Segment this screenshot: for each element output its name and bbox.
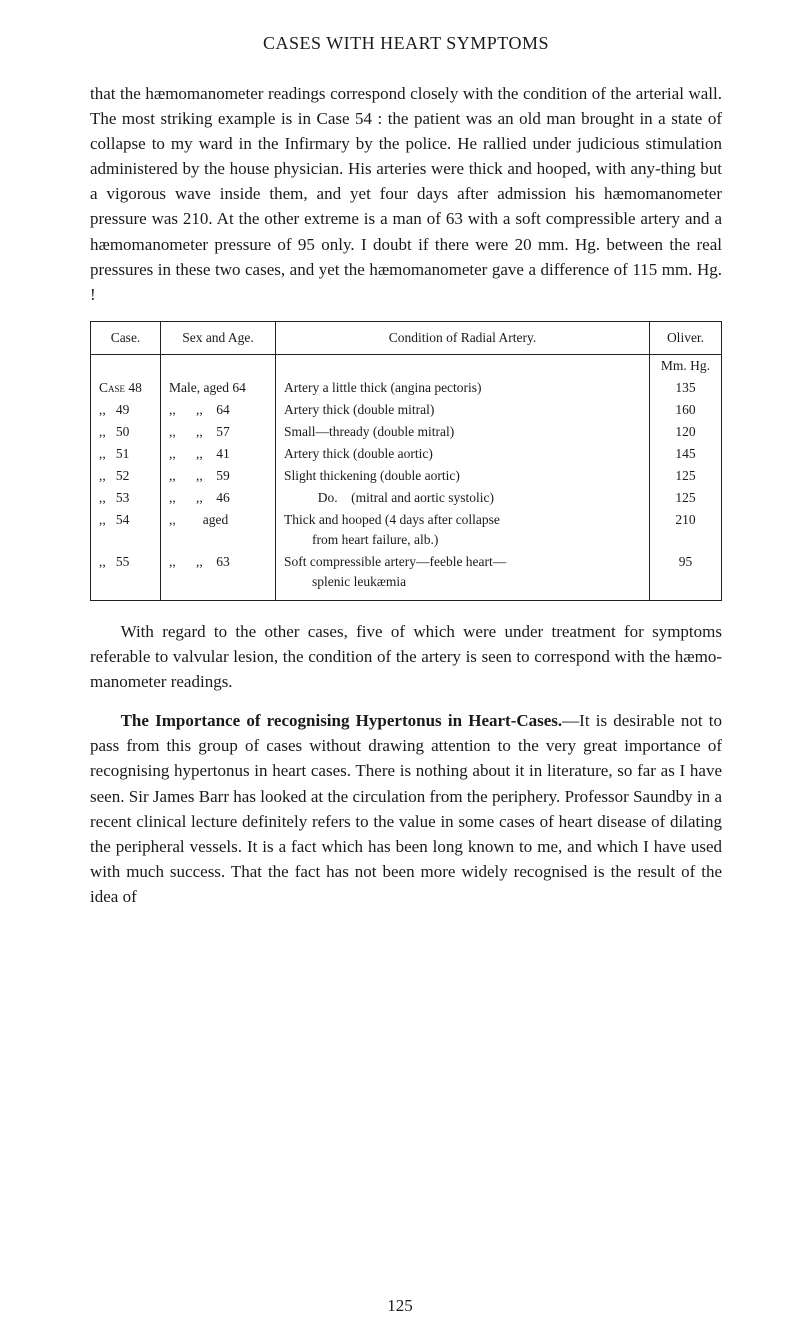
oliver-cell: 145 bbox=[650, 443, 722, 465]
table-row: Case 48Male, aged 64Artery a little thic… bbox=[91, 377, 722, 399]
case-cell: ,, 53 bbox=[91, 487, 161, 509]
page-header: CASES WITH HEART SYMPTOMS bbox=[90, 30, 722, 57]
case-cell: ,, 50 bbox=[91, 421, 161, 443]
case-cell: ,, 52 bbox=[91, 465, 161, 487]
condition-cell: Artery thick (double aortic) bbox=[276, 443, 650, 465]
col-case-header: Case. bbox=[91, 322, 161, 355]
sex-age-cell: ,, aged bbox=[161, 509, 276, 551]
table-row: ,, 50,, ,, 57Small—thready (double mitra… bbox=[91, 421, 722, 443]
paragraph-3: The Importance of recognising Hypertonus… bbox=[90, 708, 722, 909]
col-sex-header: Sex and Age. bbox=[161, 322, 276, 355]
paragraph-2: With regard to the other cases, five of … bbox=[90, 619, 722, 694]
table-header-row: Case. Sex and Age. Condition of Radial A… bbox=[91, 322, 722, 355]
condition-cell: Thick and hooped (4 days after collapsef… bbox=[276, 509, 650, 551]
table-row: ,, 54,, agedThick and hooped (4 days aft… bbox=[91, 509, 722, 551]
empty-cell bbox=[91, 355, 161, 377]
table-row: ,, 49,, ,, 64Artery thick (double mitral… bbox=[91, 399, 722, 421]
table-row: ,, 53,, ,, 46 Do. (mitral and aortic sys… bbox=[91, 487, 722, 509]
table-row: ,, 55,, ,, 63Soft compressible artery—fe… bbox=[91, 551, 722, 600]
empty-cell bbox=[276, 355, 650, 377]
oliver-cell: 120 bbox=[650, 421, 722, 443]
empty-cell bbox=[161, 355, 276, 377]
case-cell: ,, 54 bbox=[91, 509, 161, 551]
condition-cell: Soft compressible artery—feeble heart—sp… bbox=[276, 551, 650, 600]
condition-cell: Artery a little thick (angina pectoris) bbox=[276, 377, 650, 399]
data-table: Case. Sex and Age. Condition of Radial A… bbox=[90, 321, 722, 601]
sex-age-cell: ,, ,, 63 bbox=[161, 551, 276, 600]
sex-age-cell: ,, ,, 46 bbox=[161, 487, 276, 509]
oliver-cell: 210 bbox=[650, 509, 722, 551]
sex-age-cell: ,, ,, 41 bbox=[161, 443, 276, 465]
col-condition-header: Condition of Radial Artery. bbox=[276, 322, 650, 355]
case-cell: Case 48 bbox=[91, 377, 161, 399]
col-oliver-header: Oliver. bbox=[650, 322, 722, 355]
table-unit-row: Mm. Hg. bbox=[91, 355, 722, 377]
paragraph-3-bold-heading: The Importance of recognising Hypertonus… bbox=[121, 711, 563, 730]
oliver-cell: 135 bbox=[650, 377, 722, 399]
table-row: ,, 51,, ,, 41Artery thick (double aortic… bbox=[91, 443, 722, 465]
oliver-cell: 125 bbox=[650, 465, 722, 487]
condition-cell: Small—thready (double mitral) bbox=[276, 421, 650, 443]
oliver-cell: 95 bbox=[650, 551, 722, 600]
condition-cell: Slight thickening (double aortic) bbox=[276, 465, 650, 487]
oliver-cell: 160 bbox=[650, 399, 722, 421]
paragraph-3-body: —It is desirable not to pass from this g… bbox=[90, 711, 722, 906]
condition-cell: Do. (mitral and aortic systolic) bbox=[276, 487, 650, 509]
page-number: 125 bbox=[0, 1293, 800, 1318]
sex-age-cell: ,, ,, 64 bbox=[161, 399, 276, 421]
paragraph-1: that the hæmomanometer readings correspo… bbox=[90, 81, 722, 307]
oliver-cell: 125 bbox=[650, 487, 722, 509]
condition-cell: Artery thick (double mitral) bbox=[276, 399, 650, 421]
case-cell: ,, 55 bbox=[91, 551, 161, 600]
case-cell: ,, 51 bbox=[91, 443, 161, 465]
table-row: ,, 52,, ,, 59Slight thickening (double a… bbox=[91, 465, 722, 487]
unit-cell: Mm. Hg. bbox=[650, 355, 722, 377]
case-cell: ,, 49 bbox=[91, 399, 161, 421]
sex-age-cell: Male, aged 64 bbox=[161, 377, 276, 399]
sex-age-cell: ,, ,, 57 bbox=[161, 421, 276, 443]
sex-age-cell: ,, ,, 59 bbox=[161, 465, 276, 487]
